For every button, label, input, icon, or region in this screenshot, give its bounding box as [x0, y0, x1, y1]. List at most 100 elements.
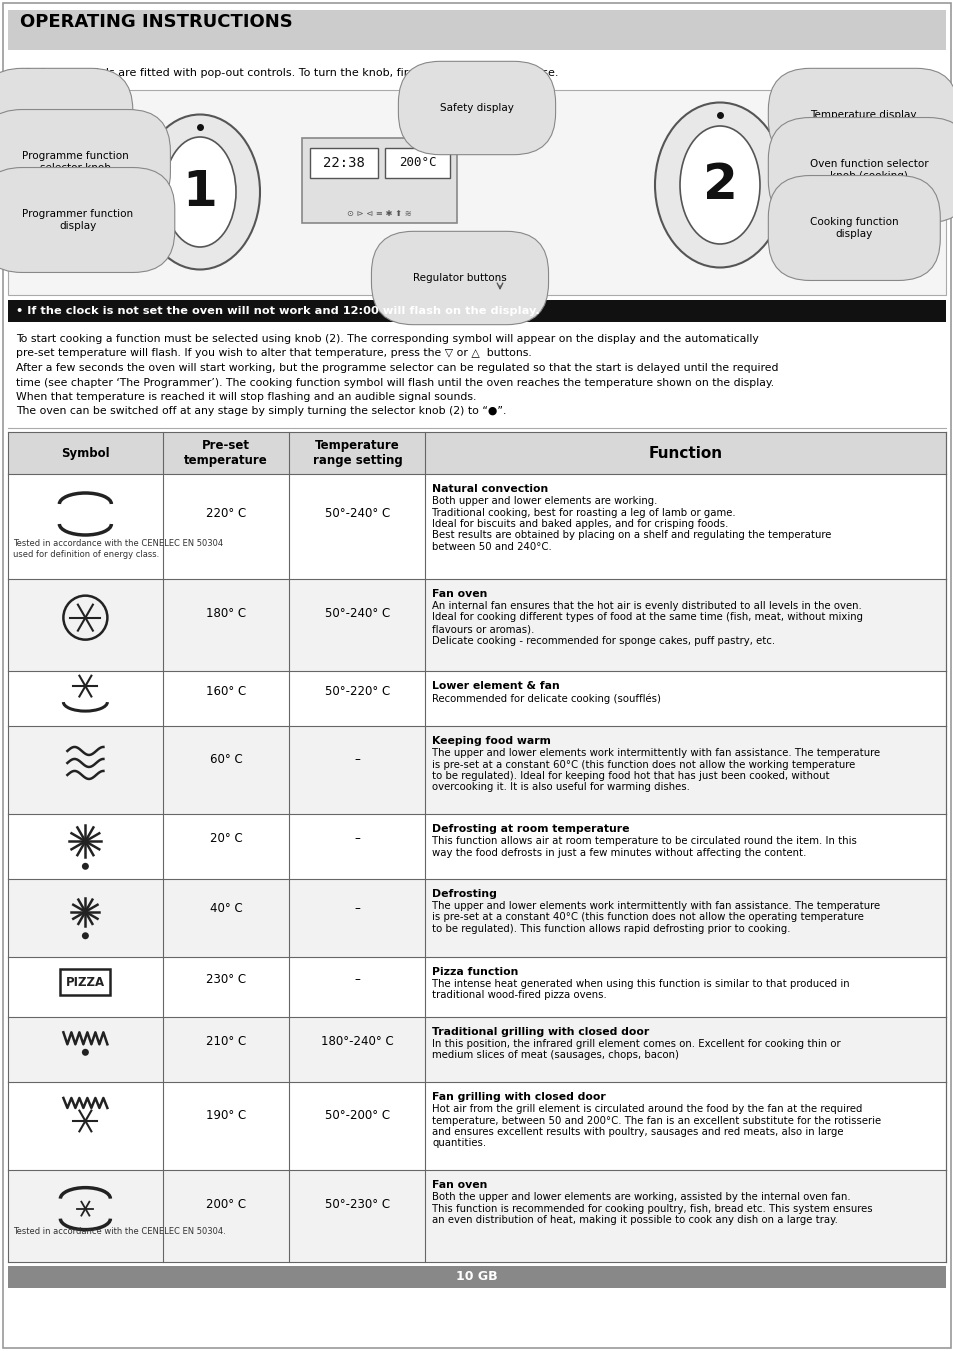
Text: • If the clock is not set the oven will not work and 12:00 will flash on the dis: • If the clock is not set the oven will …: [16, 305, 539, 316]
Text: 180°-240° C: 180°-240° C: [321, 1035, 394, 1048]
Text: flavours or aromas).: flavours or aromas).: [432, 624, 535, 634]
Bar: [8, 1170, 945, 1262]
Text: The upper and lower elements work intermittently with fan assistance. The temper: The upper and lower elements work interm…: [432, 748, 880, 758]
Text: After a few seconds the oven will start working, but the programme selector can : After a few seconds the oven will start …: [16, 363, 778, 373]
Text: 50°-240° C: 50°-240° C: [324, 508, 390, 520]
Text: Function: Function: [648, 446, 722, 461]
Text: and ensures excellent results with poultry, sausages and red meats, also in larg: and ensures excellent results with poult…: [432, 1127, 843, 1138]
Text: 10 GB: 10 GB: [456, 1270, 497, 1283]
Bar: [8, 580, 945, 671]
Text: Traditional cooking, best for roasting a leg of lamb or game.: Traditional cooking, best for roasting a…: [432, 508, 736, 517]
Ellipse shape: [655, 103, 784, 267]
Text: Temperature
range setting: Temperature range setting: [313, 439, 402, 467]
Text: overcooking it. It is also useful for warming dishes.: overcooking it. It is also useful for wa…: [432, 782, 690, 793]
Bar: [8, 1017, 945, 1082]
Text: Recommended for delicate cooking (soufflés): Recommended for delicate cooking (souffl…: [432, 693, 660, 704]
Text: The upper and lower elements work intermittently with fan assistance. The temper: The upper and lower elements work interm…: [432, 901, 880, 911]
Text: Both the upper and lower elements are working, assisted by the internal oven fan: Both the upper and lower elements are wo…: [432, 1192, 850, 1202]
Ellipse shape: [164, 136, 235, 247]
Circle shape: [82, 863, 89, 870]
Bar: [385, 149, 450, 178]
Bar: [8, 91, 945, 295]
Text: Both upper and lower elements are working.: Both upper and lower elements are workin…: [432, 496, 658, 507]
Text: This function allows air at room temperature to be circulated round the item. In: This function allows air at room tempera…: [432, 836, 857, 846]
Text: This function is recommended for cooking poultry, fish, bread etc. This system e: This function is recommended for cooking…: [432, 1204, 872, 1213]
Text: 1: 1: [182, 168, 217, 216]
Text: is pre-set at a constant 60°C (this function does not allow the working temperat: is pre-set at a constant 60°C (this func…: [432, 759, 855, 770]
Text: 220° C: 220° C: [206, 508, 246, 520]
Text: Defrosting: Defrosting: [432, 889, 497, 898]
Text: NB: Some models are fitted with pop-out controls. To turn the knob, first push i: NB: Some models are fitted with pop-out …: [16, 68, 558, 78]
Text: Ideal for cooking different types of food at the same time (fish, meat, without : Ideal for cooking different types of foo…: [432, 612, 862, 623]
Text: –: –: [355, 973, 360, 986]
Text: Temperature display: Temperature display: [809, 109, 916, 120]
Text: time (see chapter ‘The Programmer’). The cooking function symbol will flash unti: time (see chapter ‘The Programmer’). The…: [16, 377, 773, 388]
Bar: [8, 671, 945, 725]
Bar: [310, 149, 377, 178]
Text: Best results are obtained by placing on a shelf and regulating the temperature: Best results are obtained by placing on …: [432, 531, 831, 540]
Text: Cooking function
display: Cooking function display: [809, 218, 898, 239]
Ellipse shape: [679, 126, 760, 245]
Text: Programmer function
display: Programmer function display: [22, 209, 133, 231]
Bar: [8, 300, 945, 322]
Circle shape: [82, 932, 89, 939]
Text: Defrosting at room temperature: Defrosting at room temperature: [432, 824, 629, 834]
Text: is pre-set at a constant 40°C (this function does not allow the operating temper: is pre-set at a constant 40°C (this func…: [432, 912, 863, 923]
Text: 50°-230° C: 50°-230° C: [325, 1198, 390, 1212]
Text: 180° C: 180° C: [206, 608, 246, 620]
Text: Fan grilling with closed door: Fan grilling with closed door: [432, 1092, 605, 1102]
Text: PIZZA: PIZZA: [66, 975, 105, 989]
Text: 50°-200° C: 50°-200° C: [325, 1109, 390, 1121]
Circle shape: [82, 1048, 89, 1055]
Text: pre-set temperature will flash. If you wish to alter that temperature, press the: pre-set temperature will flash. If you w…: [16, 349, 531, 358]
Text: 22:38: 22:38: [323, 155, 365, 170]
Text: Tested in accordance with the CENELEC EN 50304: Tested in accordance with the CENELEC EN…: [13, 539, 223, 549]
Text: –: –: [355, 902, 360, 915]
Text: Pizza function: Pizza function: [432, 967, 518, 977]
Bar: [8, 1082, 945, 1170]
Text: 160° C: 160° C: [206, 685, 246, 698]
Text: Fan oven: Fan oven: [432, 1179, 487, 1190]
Text: Hot air from the grill element is circulated around the food by the fan at the r: Hot air from the grill element is circul…: [432, 1104, 862, 1115]
Text: traditional wood-fired pizza ovens.: traditional wood-fired pizza ovens.: [432, 990, 606, 1001]
Text: an even distribution of heat, making it possible to cook any dish on a large tra: an even distribution of heat, making it …: [432, 1215, 838, 1225]
Bar: [302, 138, 456, 223]
Text: In this position, the infrared grill element comes on. Excellent for cooking thi: In this position, the infrared grill ele…: [432, 1039, 841, 1048]
Text: Safety display: Safety display: [439, 103, 514, 113]
Bar: [8, 9, 945, 50]
Text: quantities.: quantities.: [432, 1139, 486, 1148]
Text: to be regulated). This function allows rapid defrosting prior to cooking.: to be regulated). This function allows r…: [432, 924, 790, 934]
Text: 200° C: 200° C: [206, 1198, 246, 1212]
Text: 50°-240° C: 50°-240° C: [324, 608, 390, 620]
Text: 40° C: 40° C: [210, 902, 242, 915]
Text: An internal fan ensures that the hot air is evenly distributed to all levels in : An internal fan ensures that the hot air…: [432, 601, 862, 611]
Text: Symbol: Symbol: [61, 446, 110, 459]
Bar: [8, 725, 945, 815]
Bar: [8, 432, 945, 474]
Text: Natural convection: Natural convection: [432, 484, 548, 494]
Text: between 50 and 240°C.: between 50 and 240°C.: [432, 542, 552, 553]
Text: Oven function selector
knob (cooking): Oven function selector knob (cooking): [809, 159, 927, 181]
Text: Regulator buttons: Regulator buttons: [413, 273, 506, 282]
FancyBboxPatch shape: [60, 969, 111, 996]
Text: Traditional grilling with closed door: Traditional grilling with closed door: [432, 1027, 649, 1038]
Text: to be regulated). Ideal for keeping food hot that has just been cooked, without: to be regulated). Ideal for keeping food…: [432, 771, 829, 781]
Text: ⊙ ⊳ ⊲ ≡ ✱ ⬆ ≋: ⊙ ⊳ ⊲ ≡ ✱ ⬆ ≋: [347, 208, 412, 218]
Text: Programme function
selector knob: Programme function selector knob: [22, 151, 129, 173]
Text: Keeping food warm: Keeping food warm: [432, 736, 551, 746]
Text: The oven can be switched off at any stage by simply turning the selector knob (2: The oven can be switched off at any stag…: [16, 407, 506, 416]
Text: 2: 2: [701, 161, 737, 209]
Text: Delicate cooking - recommended for sponge cakes, puff pastry, etc.: Delicate cooking - recommended for spong…: [432, 635, 775, 646]
Text: temperature, between 50 and 200°C. The fan is an excellent substitute for the ro: temperature, between 50 and 200°C. The f…: [432, 1116, 881, 1125]
Bar: [8, 815, 945, 880]
Text: 190° C: 190° C: [206, 1109, 246, 1121]
Text: Pre-set
temperature: Pre-set temperature: [184, 439, 268, 467]
Text: Ideal for biscuits and baked apples, and for crisping foods.: Ideal for biscuits and baked apples, and…: [432, 519, 728, 530]
Text: 20° C: 20° C: [210, 832, 242, 846]
Text: OPERATING INSTRUCTIONS: OPERATING INSTRUCTIONS: [20, 14, 293, 31]
Text: 50°-220° C: 50°-220° C: [324, 685, 390, 698]
Text: used for definition of energy class.: used for definition of energy class.: [13, 550, 159, 559]
Text: medium slices of meat (sausages, chops, bacon): medium slices of meat (sausages, chops, …: [432, 1051, 679, 1061]
Text: Clock display: Clock display: [22, 109, 91, 120]
Text: 210° C: 210° C: [206, 1035, 246, 1048]
